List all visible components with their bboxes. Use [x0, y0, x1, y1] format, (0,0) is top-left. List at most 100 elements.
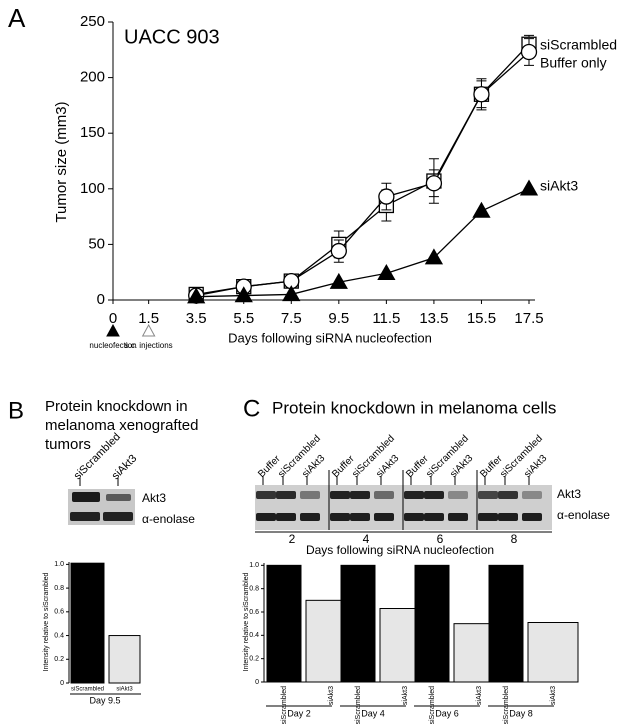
x-tick-label: 15.5 [467, 310, 496, 327]
marker-triangle [519, 179, 539, 196]
series-line [196, 188, 530, 298]
blot-band [72, 492, 100, 502]
bar-label: siScrambled [503, 686, 510, 724]
legend-label: Buffer only [540, 55, 607, 71]
row-label: Akt3 [142, 491, 166, 505]
row-label: α-enolase [557, 508, 610, 522]
blot-band [424, 513, 444, 521]
panel-title: Protein knockdown in melanoma cells [272, 398, 556, 417]
y-tick-label: 0 [97, 291, 105, 308]
blot-band [498, 513, 518, 521]
y-tick-label: 0.2 [249, 656, 259, 663]
marker-circle [330, 242, 347, 260]
blot-band [330, 513, 350, 521]
blot-band [106, 494, 131, 501]
blot-band [448, 491, 468, 499]
event-marker [141, 323, 156, 337]
x-tick-label: 1.5 [138, 310, 159, 327]
x-tick-label: 13.5 [419, 310, 448, 327]
x-tick-label: 5.5 [233, 310, 254, 327]
event-label: nucleofection [89, 341, 136, 350]
marker-circle [473, 86, 490, 103]
marker-triangle [329, 272, 348, 289]
chart-title: UACC 903 [124, 26, 220, 48]
row-label: Akt3 [557, 487, 581, 501]
blot-band [404, 491, 424, 499]
x-tick-label: Day 2 [287, 708, 311, 718]
event-label: s.c. injections [125, 341, 173, 350]
blot-band [374, 513, 394, 521]
blot-band [498, 491, 518, 499]
bar [340, 564, 376, 683]
panel-title: melanoma xenografted [45, 417, 198, 434]
bar [488, 564, 524, 683]
bar-label: siScrambled [281, 686, 288, 724]
blot-band [300, 513, 320, 521]
y-tick-label: 0.4 [54, 632, 64, 639]
blot-band [256, 491, 276, 499]
bar [414, 564, 450, 683]
blot-band [448, 513, 468, 521]
bar-label: siAkt3 [476, 686, 483, 705]
bar-label: siAkt3 [550, 686, 557, 705]
x-tick-label: 9.5 [328, 310, 349, 327]
blot-day: 8 [511, 532, 518, 546]
y-tick-label: 0.8 [54, 585, 64, 592]
blot-band [276, 513, 296, 521]
panel-label: A [8, 3, 26, 33]
event-marker [106, 323, 120, 337]
y-tick-label: 100 [80, 180, 105, 197]
bar [70, 562, 105, 684]
y-tick-label: 0.6 [249, 609, 259, 616]
panel-title: Protein knockdown in [45, 398, 188, 415]
x-tick-label: Day 4 [361, 708, 385, 718]
bar-label: siAkt3 [402, 686, 409, 705]
marker-triangle [282, 285, 301, 302]
blot-band [424, 491, 444, 499]
x-tick-label: 11.5 [372, 310, 400, 327]
x-tick-label: siAkt3 [116, 687, 133, 693]
x-tick-label: siScrambled [71, 687, 104, 693]
blot-band [522, 513, 542, 521]
marker-triangle [472, 201, 491, 218]
row-label: α-enolase [142, 512, 195, 526]
bar-label: siAkt3 [328, 686, 335, 705]
y-axis-label: Tumor size (mm3) [53, 101, 70, 222]
series-line [196, 43, 530, 296]
bar [266, 564, 302, 683]
blot-band [478, 513, 498, 521]
y-axis-label: Intensity relative to siScrambled [43, 572, 50, 671]
y-tick-label: 0 [255, 679, 259, 686]
blot-band [374, 491, 394, 499]
blot-day: 4 [363, 532, 370, 546]
panel-label: B [8, 397, 24, 424]
y-tick-label: 1.0 [249, 562, 259, 569]
blot-band [478, 491, 498, 499]
lane-label: siAkt3 [110, 452, 140, 482]
bar [108, 635, 141, 684]
blot-band [404, 513, 424, 521]
blot-day: 6 [437, 532, 444, 546]
blot-band [103, 512, 133, 521]
blot-band [70, 512, 100, 521]
x-tick-label: 0 [109, 310, 117, 327]
marker-triangle [377, 264, 396, 280]
bar [527, 622, 579, 683]
blot-band [330, 491, 350, 499]
marker-triangle [187, 287, 206, 304]
y-tick-label: 1.0 [54, 561, 64, 568]
y-tick-label: 0.8 [249, 586, 259, 593]
y-tick-label: 0.2 [54, 656, 64, 663]
legend-label: siAkt3 [540, 178, 578, 194]
y-tick-label: 50 [88, 235, 105, 252]
x-tick-label: 17.5 [514, 310, 543, 327]
blot-day: 2 [289, 532, 296, 546]
marker-circle [520, 43, 538, 61]
y-tick-label: 200 [80, 69, 105, 86]
marker-triangle [424, 248, 444, 265]
x-tick-label: Day 6 [435, 708, 459, 718]
blot-band [256, 513, 276, 521]
x-tick-label: 7.5 [281, 310, 302, 327]
bar-label: siScrambled [355, 686, 362, 724]
